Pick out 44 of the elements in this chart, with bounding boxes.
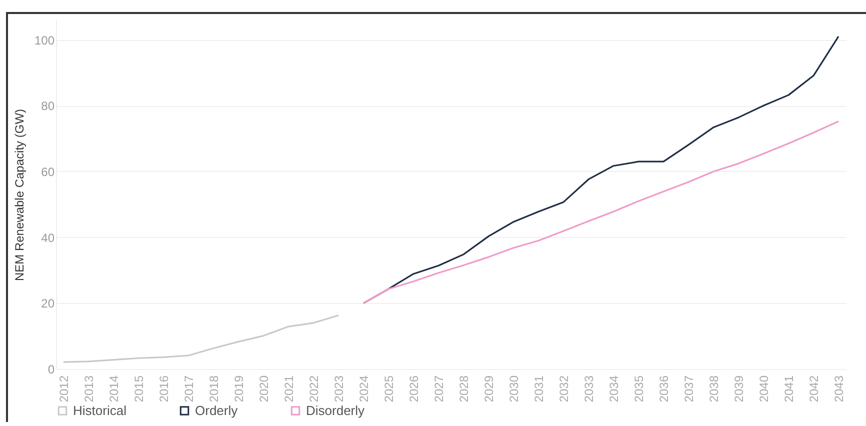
x-tick-label: 2043 [832,375,846,402]
y-tick-label: 40 [41,230,55,245]
x-tick-label: 2036 [657,375,671,402]
x-tick-label: 2026 [407,375,421,402]
x-tick-label: 2023 [332,375,346,402]
x-tick-label: 2032 [557,375,571,402]
x-tick-label: 2030 [507,375,521,402]
x-tick-label: 2027 [432,375,446,402]
x-tick-label: 2021 [282,375,296,402]
x-tick-label: 2040 [757,375,771,402]
x-tick-label: 2022 [307,375,321,402]
x-tick-label: 2013 [82,375,96,402]
y-tick-label: 60 [41,164,55,179]
y-tick-label: 80 [41,99,55,114]
x-tick-label: 2031 [532,375,546,402]
line-series [362,120,840,304]
x-tick-label: 2028 [457,375,471,402]
x-tick-label: 2016 [157,375,171,402]
x-tick-label: 2017 [182,375,196,402]
x-tick-label: 2041 [782,375,796,402]
x-tick-label: 2024 [357,375,371,402]
x-tick-label: 2012 [57,375,71,402]
legend-label: Disorderly [306,402,366,418]
x-tick-label: 2039 [732,375,746,402]
x-tick-label: 2035 [632,375,646,402]
x-tick-label: 2018 [207,375,221,402]
line-series [62,314,340,363]
legend-label: Orderly [195,402,238,418]
x-tick-label: 2019 [232,375,246,402]
x-tick-label: 2034 [607,375,621,402]
x-tick-label: 2029 [482,375,496,402]
legend-label: Historical [73,402,127,418]
x-tick-label: 2037 [682,375,696,402]
y-tick-label: 20 [41,296,55,311]
x-tick-label: 2038 [707,375,721,402]
x-tick-label: 2014 [107,375,121,402]
x-tick-label: 2020 [257,375,271,402]
y-axis-title: NEM Renewable Capacity (GW) [12,108,26,282]
x-tick-label: 2042 [807,375,821,402]
x-tick-label: 2025 [382,375,396,402]
y-tick-label: 100 [34,33,55,48]
x-tick-label: 2033 [582,375,596,402]
x-tick-label: 2015 [132,375,146,402]
y-tick-label: 0 [48,362,55,376]
